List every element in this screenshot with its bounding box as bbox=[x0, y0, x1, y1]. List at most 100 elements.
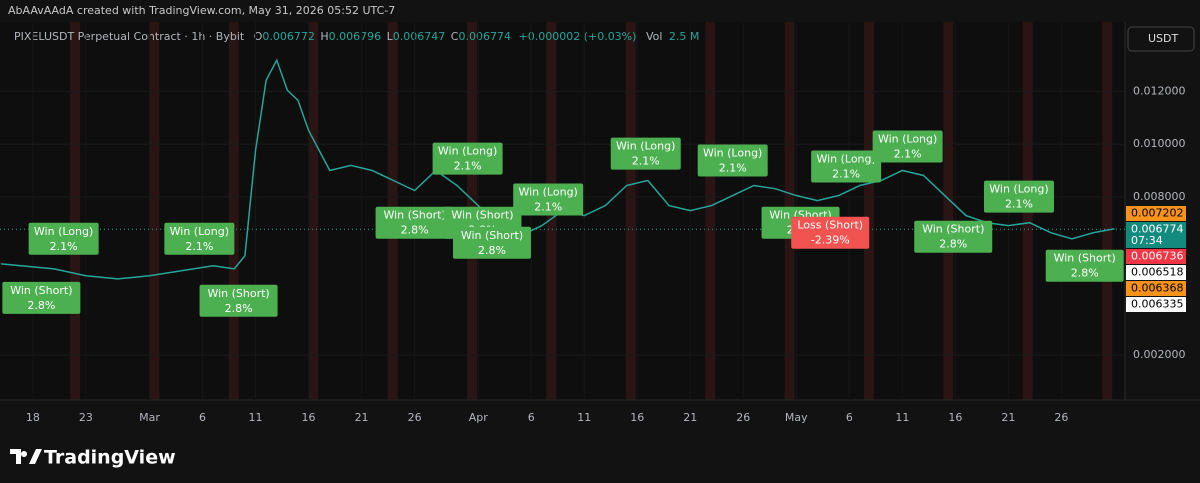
session-band bbox=[70, 22, 80, 400]
trade-label: Win (Long) bbox=[989, 183, 1048, 196]
x-tick-label: 23 bbox=[79, 411, 93, 424]
trade-label-box bbox=[983, 180, 1054, 213]
x-tick-label: 11 bbox=[895, 411, 909, 424]
price-label: 0.006774 bbox=[1131, 223, 1184, 236]
ohlc-key: L bbox=[387, 30, 394, 43]
price-label-box bbox=[1126, 249, 1186, 264]
trade-result: 2.1% bbox=[534, 200, 562, 213]
trade-label: Win (Long) bbox=[616, 140, 675, 153]
x-tick-label: 21 bbox=[355, 411, 369, 424]
x-tick-label: 16 bbox=[302, 411, 316, 424]
trade-label: Win (Long) bbox=[816, 153, 875, 166]
currency-button[interactable] bbox=[1127, 26, 1195, 52]
x-tick-label: 16 bbox=[948, 411, 962, 424]
vol: 2.5 M bbox=[669, 30, 699, 43]
x-tick-label: 21 bbox=[1001, 411, 1015, 424]
x-tick-label: May bbox=[785, 411, 808, 424]
session-band bbox=[705, 22, 716, 400]
x-tick-label: 11 bbox=[249, 411, 263, 424]
session-band bbox=[625, 22, 636, 400]
ohlc-value: 0.006796 bbox=[329, 30, 382, 43]
price-label: 0.007202 bbox=[1131, 207, 1184, 220]
price-label: 0.006368 bbox=[1131, 282, 1184, 295]
trade-label: Win (Long) bbox=[878, 132, 937, 145]
session-band bbox=[1102, 22, 1113, 400]
y-tick-label: 0.008000 bbox=[1133, 190, 1186, 203]
trade-label: Win (Short) bbox=[10, 284, 72, 297]
y-tick-label: 0.012000 bbox=[1133, 84, 1186, 97]
y-tick-label: 0.002000 bbox=[1133, 348, 1186, 361]
logo bbox=[10, 449, 42, 464]
trade-label-box bbox=[199, 284, 278, 317]
countdown: 07:34 bbox=[1131, 234, 1163, 247]
x-tick-label: 21 bbox=[683, 411, 697, 424]
trade-result: 2.1% bbox=[1005, 198, 1033, 211]
trade-result: 2.1% bbox=[719, 161, 747, 174]
ohlc-key: H bbox=[320, 30, 328, 43]
trade-label-box bbox=[610, 137, 681, 170]
price-label-box bbox=[1126, 222, 1186, 248]
trade-result: 2.1% bbox=[185, 240, 213, 253]
trade-result: 2.1% bbox=[50, 240, 78, 253]
trade-result: 2.1% bbox=[832, 168, 860, 181]
trade-label-box bbox=[791, 216, 870, 249]
trade-label-box bbox=[811, 150, 882, 183]
x-tick-label: 6 bbox=[846, 411, 853, 424]
x-tick-label: 26 bbox=[736, 411, 750, 424]
trade-label-box bbox=[28, 222, 99, 255]
session-band bbox=[943, 22, 954, 400]
x-tick-label: 6 bbox=[528, 411, 535, 424]
trade-label-box bbox=[697, 144, 768, 177]
trade-label: Win (Long) bbox=[438, 145, 497, 158]
price-label: 0.006335 bbox=[1131, 298, 1184, 311]
price-label-box bbox=[1126, 265, 1186, 280]
change: +0.000002 (+0.03%) bbox=[518, 30, 636, 43]
credit: AbAAvAAdA created with TradingView.com, … bbox=[8, 4, 395, 17]
trade-label-box bbox=[914, 220, 993, 253]
x-tick-label: 26 bbox=[1054, 411, 1068, 424]
session-band bbox=[308, 22, 319, 400]
ohlc-key: C bbox=[451, 30, 459, 43]
session-band bbox=[228, 22, 239, 400]
logo-mark bbox=[10, 449, 42, 464]
trade-result: 2.8% bbox=[939, 238, 967, 251]
price-label-box bbox=[1126, 206, 1186, 221]
trade-label: Win (Short) bbox=[451, 209, 513, 222]
x-tick-label: Mar bbox=[139, 411, 160, 424]
ohlc-value: 0.006774 bbox=[458, 30, 511, 43]
x-tick-label: Apr bbox=[469, 411, 489, 424]
price-label-box bbox=[1126, 297, 1186, 312]
trade-result: 2.1% bbox=[454, 160, 482, 173]
trade-label-box bbox=[452, 226, 531, 259]
price-label-box bbox=[1126, 281, 1186, 296]
x-tick-label: 11 bbox=[577, 411, 591, 424]
trade-result: -2.39% bbox=[811, 234, 850, 247]
currency[interactable]: USDT bbox=[1148, 32, 1179, 45]
price-label: 0.006736 bbox=[1131, 250, 1184, 263]
symbol: PIXELUSDT Perpetual Contract · 1h · Bybi… bbox=[14, 30, 245, 43]
trade-label: Win (Long) bbox=[703, 146, 762, 159]
trade-label-box bbox=[1045, 249, 1124, 282]
trade-label-box bbox=[164, 222, 235, 255]
trade-result: 2.8% bbox=[225, 302, 253, 315]
x-tick-label: 6 bbox=[199, 411, 206, 424]
trade-label-box bbox=[375, 206, 454, 239]
trade-label: Win (Short) bbox=[383, 209, 445, 222]
ohlc-key: O bbox=[254, 30, 263, 43]
trade-label-box bbox=[2, 281, 81, 314]
brand: TradingView bbox=[44, 447, 176, 469]
trade-label: Win (Long) bbox=[34, 225, 93, 238]
legend: PIXELUSDT Perpetual Contract · 1h · Bybi… bbox=[14, 30, 699, 43]
trade-result: 2.8% bbox=[401, 224, 429, 237]
trade-label: Win (Short) bbox=[922, 223, 984, 236]
trade-result: 2.8% bbox=[478, 244, 506, 257]
trade-label-box bbox=[872, 130, 943, 163]
trade-label: Win (Long) bbox=[518, 185, 577, 198]
trade-label-box bbox=[432, 142, 503, 175]
price-label: 0.006518 bbox=[1131, 266, 1184, 279]
trade-label: Win (Short) bbox=[1054, 252, 1116, 265]
trade-label: Win (Short) bbox=[461, 229, 523, 242]
vol-label: Vol bbox=[646, 30, 662, 43]
ohlc-value: 0.006772 bbox=[262, 30, 315, 43]
